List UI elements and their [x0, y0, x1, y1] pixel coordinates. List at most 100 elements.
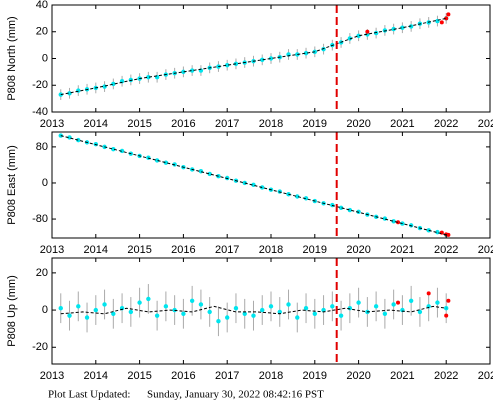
data-point — [303, 306, 309, 311]
data-point — [268, 56, 274, 61]
data-point — [198, 302, 204, 307]
data-point — [396, 220, 401, 225]
x-tick-label: 2015 — [127, 244, 151, 256]
data-point — [446, 232, 451, 237]
data-point — [446, 12, 451, 17]
data-point — [277, 309, 282, 315]
x-tick-label: 2014 — [84, 370, 108, 382]
data-point — [76, 137, 81, 143]
data-point — [439, 20, 444, 25]
data-point — [163, 304, 169, 309]
y-tick-label: -20 — [32, 341, 48, 353]
x-tick-label: 2015 — [127, 370, 151, 382]
x-tick-label: 2013 — [40, 244, 64, 256]
x-tick-label: 2017 — [215, 370, 239, 382]
data-point — [119, 148, 125, 154]
data-point — [181, 311, 186, 316]
data-point — [426, 228, 431, 233]
x-tick-label: 2022 — [434, 370, 458, 382]
data-point — [312, 311, 317, 316]
panel: 2013 2014 2015 2016 2017 2018 2019 2020 2021 2022… — [6, 0, 493, 130]
data-point — [382, 216, 388, 221]
x-tick-label: 2017 — [215, 118, 239, 130]
y-tick-label: 0 — [42, 52, 48, 64]
data-point — [408, 24, 414, 29]
data-point — [67, 313, 72, 318]
data-point — [111, 146, 116, 152]
y-tick-label: 0 — [42, 304, 48, 316]
data-point — [242, 311, 247, 316]
data-point — [251, 313, 256, 318]
data-point — [181, 69, 186, 75]
data-point — [295, 194, 300, 199]
data-point — [207, 171, 212, 177]
x-tick-label: 2014 — [84, 118, 108, 130]
data-point — [444, 313, 449, 318]
data-point — [286, 302, 291, 307]
x-tick-label: 2016 — [171, 244, 195, 256]
model-line — [60, 17, 447, 96]
data-point — [58, 306, 63, 311]
x-tick-label: 2023 — [478, 370, 493, 382]
data-point — [373, 30, 379, 36]
x-tick-label: 2022 — [434, 244, 458, 256]
y-tick-label: -20 — [32, 79, 48, 91]
x-tick-label: 2013 — [40, 370, 64, 382]
data-point — [76, 88, 81, 93]
data-point — [163, 160, 169, 165]
data-point — [321, 307, 326, 313]
data-point — [102, 84, 107, 89]
data-point — [347, 36, 353, 41]
data-point — [76, 304, 81, 309]
x-tick-label: 2017 — [215, 244, 239, 256]
data-point — [128, 309, 134, 315]
x-tick-label: 2022 — [434, 118, 458, 130]
y-tick-label: 80 — [36, 141, 48, 153]
data-point — [233, 306, 239, 311]
x-tick-label: 2020 — [346, 370, 370, 382]
data-point — [373, 304, 379, 309]
x-tick-label: 2019 — [303, 244, 327, 256]
x-tick-label: 2019 — [303, 370, 327, 382]
data-point — [260, 57, 265, 63]
data-point — [295, 52, 300, 57]
x-tick-label: 2014 — [84, 244, 108, 256]
data-point — [111, 311, 116, 316]
y-axis-label: P808 East (mm) — [6, 145, 18, 224]
data-point — [154, 313, 160, 318]
y-axis-label: P808 Up (mm) — [6, 275, 18, 347]
x-tick-label: 2020 — [346, 118, 370, 130]
x-tick-label: 2016 — [171, 118, 195, 130]
data-point — [444, 16, 449, 21]
y-tick-label: -80 — [32, 213, 48, 225]
data-point — [295, 315, 300, 320]
data-point — [356, 300, 361, 305]
data-point — [391, 302, 396, 307]
plot-frame — [51, 131, 491, 239]
data-point — [216, 319, 221, 324]
data-point — [417, 309, 423, 315]
data-point — [338, 313, 344, 318]
data-point — [356, 33, 361, 38]
data-point — [408, 298, 414, 303]
data-point — [260, 307, 265, 313]
data-point — [303, 196, 309, 201]
x-tick-label: 2020 — [346, 244, 370, 256]
data-point — [400, 25, 405, 30]
data-point — [84, 315, 90, 320]
x-tick-label: 2023 — [478, 118, 493, 130]
panel: 2013 2014 2015 2016 2017 2018 2019 2020 2021 2022… — [6, 257, 493, 382]
data-point — [154, 158, 160, 163]
x-tick-label: 2019 — [303, 118, 327, 130]
data-point — [426, 291, 431, 296]
data-point — [382, 28, 388, 33]
model-line — [60, 305, 447, 315]
data-point — [102, 302, 107, 307]
data-point — [242, 180, 247, 186]
data-point — [268, 304, 274, 309]
data-point — [146, 75, 151, 80]
y-tick-label: 20 — [36, 26, 48, 38]
data-point — [189, 298, 195, 303]
data-point — [439, 230, 444, 235]
